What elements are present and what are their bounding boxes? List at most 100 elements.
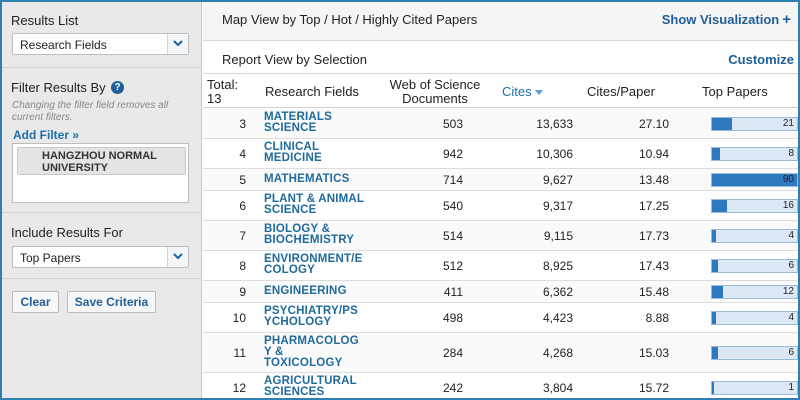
clear-button[interactable]: Clear [12, 291, 59, 313]
top-papers-bar-fill [712, 347, 718, 359]
top-papers-value: 16 [782, 200, 794, 211]
top-papers-bar-fill [712, 382, 714, 394]
col-wos-documents-line1: Web of Science [389, 77, 481, 92]
top-papers-bar[interactable]: 21 [711, 117, 798, 131]
table-row: 3 MATERIALS SCIENCE 503 13,633 27.10 21 [203, 109, 798, 139]
include-results-value: Top Papers [20, 251, 81, 265]
top-papers-bar[interactable]: 1 [711, 381, 798, 395]
table-row: 5 MATHEMATICS 714 9,627 13.48 90 [203, 169, 798, 191]
documents-cell: 942 [442, 147, 463, 161]
research-field-line: SCIENCES [264, 386, 325, 398]
include-results-select[interactable]: Top Papers [12, 246, 189, 268]
documents-cell: 411 [443, 285, 463, 299]
chevron-down-icon[interactable] [167, 34, 188, 54]
top-papers-value: 1 [788, 382, 794, 393]
question-icon[interactable]: ? [111, 81, 124, 94]
main-panel: Map View by Top / Hot / Highly Cited Pap… [203, 2, 798, 398]
documents-cell: 540 [442, 199, 463, 213]
col-top-papers[interactable]: Top Papers [702, 84, 768, 99]
col-cites[interactable]: Cites [502, 84, 543, 99]
top-papers-bar-fill [712, 312, 716, 324]
cites-per-paper-cell: 15.48 [638, 285, 669, 299]
research-field-line: PSYCHIATRY/PS [264, 305, 358, 317]
customize-link[interactable]: Customize [728, 52, 794, 67]
top-papers-bar-fill [712, 148, 720, 160]
research-field-link[interactable]: PHARMACOLOG Y & TOXICOLOGY [264, 335, 382, 369]
top-papers-bar[interactable]: 4 [711, 311, 798, 325]
cites-cell: 9,115 [543, 229, 573, 243]
cites-per-paper-cell: 10.94 [638, 147, 669, 161]
top-papers-value: 4 [788, 312, 794, 323]
map-view-bar: Map View by Top / Hot / Highly Cited Pap… [203, 2, 798, 41]
documents-cell: 512 [442, 259, 463, 273]
research-field-link[interactable]: MATERIALS SCIENCE [264, 111, 382, 134]
research-field-link[interactable]: AGRICULTURAL SCIENCES [264, 375, 382, 398]
top-papers-bar-fill [712, 174, 797, 186]
col-wos-documents[interactable]: Web of Science Documents [379, 78, 491, 106]
rank-cell: 12 [232, 381, 246, 395]
research-field-link[interactable]: CLINICAL MEDICINE [264, 141, 382, 164]
results-list-value: Research Fields [20, 38, 107, 52]
top-papers-value: 90 [782, 174, 794, 185]
top-papers-bar[interactable]: 90 [711, 173, 798, 187]
cites-cell: 6,362 [542, 285, 573, 299]
filter-list: HANGZHOU NORMAL UNIVERSITY [12, 143, 189, 203]
cites-per-paper-cell: 17.43 [638, 259, 669, 273]
table-row: 7 BIOLOGY & BIOCHEMISTRY 514 9,115 17.73 4 [203, 221, 798, 251]
add-filter-link[interactable]: Add Filter » [13, 128, 80, 142]
cites-per-paper-cell: 17.25 [638, 199, 669, 213]
rank-cell: 3 [239, 117, 246, 131]
map-view-title: Map View by Top / Hot / Highly Cited Pap… [222, 12, 478, 27]
cites-cell: 9,627 [542, 173, 573, 187]
research-field-link[interactable]: BIOLOGY & BIOCHEMISTRY [264, 223, 382, 246]
total-count: Total: 13 [207, 78, 238, 106]
top-papers-bar-fill [712, 118, 732, 130]
table-row: 8 ENVIRONMENT/E COLOGY 512 8,925 17.43 6 [203, 251, 798, 281]
cites-cell: 13,633 [536, 117, 573, 131]
documents-cell: 714 [442, 173, 463, 187]
cites-cell: 3,804 [542, 381, 573, 395]
documents-cell: 503 [442, 117, 463, 131]
cites-per-paper-cell: 8.88 [645, 311, 669, 325]
report-view-title: Report View by Selection [222, 52, 368, 67]
report-view-bar: Report View by Selection Customize [203, 42, 798, 74]
top-papers-bar[interactable]: 6 [711, 259, 798, 273]
top-papers-bar[interactable]: 12 [711, 285, 798, 299]
rank-cell: 5 [239, 173, 246, 187]
filter-chip[interactable]: HANGZHOU NORMAL UNIVERSITY [17, 147, 186, 175]
research-field-link[interactable]: ENVIRONMENT/E COLOGY [264, 253, 382, 276]
top-papers-bar-fill [712, 286, 723, 298]
research-field-line: MEDICINE [264, 152, 322, 164]
research-field-line: SCIENCE [264, 122, 317, 134]
top-papers-value: 12 [782, 286, 794, 297]
cites-per-paper-cell: 15.72 [638, 381, 669, 395]
research-field-line: PLANT & ANIMAL [264, 193, 365, 205]
research-field-line: CLINICAL [264, 141, 320, 153]
plus-icon: + [782, 11, 791, 28]
include-results-title: Include Results For [11, 225, 123, 240]
research-field-link[interactable]: PSYCHIATRY/PS YCHOLOGY [264, 305, 382, 328]
documents-cell: 284 [442, 346, 463, 360]
top-papers-bar[interactable]: 4 [711, 229, 798, 243]
show-visualization-link[interactable]: Show Visualization + [662, 11, 791, 28]
top-papers-bar[interactable]: 8 [711, 147, 798, 161]
results-list-title: Results List [11, 13, 79, 28]
research-field-line: ENGINEERING [264, 285, 347, 297]
divider [2, 278, 202, 279]
save-criteria-button[interactable]: Save Criteria [67, 291, 156, 313]
top-papers-bar[interactable]: 6 [711, 346, 798, 360]
table-row: 11 PHARMACOLOG Y & TOXICOLOGY 284 4,268 15.03 6 [203, 333, 798, 373]
filter-note: Changing the filter field removes all cu… [12, 100, 169, 123]
top-papers-bar[interactable]: 16 [711, 199, 798, 213]
table-header: Total: 13 Research Fields Web of Science… [203, 75, 798, 108]
show-visualization-label: Show Visualization [661, 12, 780, 27]
col-cites-per-paper[interactable]: Cites/Paper [587, 84, 655, 99]
documents-cell: 514 [442, 229, 463, 243]
research-field-link[interactable]: MATHEMATICS [264, 173, 382, 185]
col-research-fields[interactable]: Research Fields [265, 84, 359, 99]
research-field-link[interactable]: ENGINEERING [264, 285, 382, 297]
research-field-link[interactable]: PLANT & ANIMAL SCIENCE [264, 193, 382, 216]
results-list-select[interactable]: Research Fields [12, 33, 189, 55]
chevron-down-icon[interactable] [167, 247, 188, 267]
research-field-line: COLOGY [264, 264, 316, 276]
